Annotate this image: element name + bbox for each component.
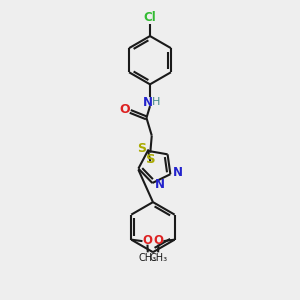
Text: CH₃: CH₃	[139, 253, 157, 262]
Text: S: S	[146, 153, 156, 166]
Text: CH₃: CH₃	[149, 253, 167, 262]
Text: O: O	[119, 103, 130, 116]
Text: N: N	[172, 166, 182, 179]
Text: O: O	[142, 234, 152, 247]
Text: N: N	[155, 178, 165, 191]
Text: N: N	[142, 95, 153, 109]
Text: H: H	[152, 97, 160, 107]
Text: S: S	[137, 142, 146, 155]
Text: Cl: Cl	[144, 11, 156, 24]
Text: O: O	[153, 234, 164, 247]
